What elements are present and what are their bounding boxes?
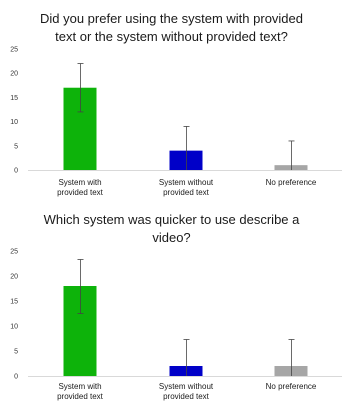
chart-1-ytick-label: 0 [14, 168, 18, 175]
chart-2-bar [274, 366, 308, 376]
chart-1-bar [63, 87, 97, 170]
chart-1-category-label: provided text [163, 188, 210, 197]
chart-2-ytick-label: 5 [14, 349, 18, 356]
chart-1-category-label: No preference [266, 178, 317, 187]
chart-1-title-line-2: text or the system without provided text… [55, 29, 288, 44]
chart-2-ytick-label: 25 [10, 249, 18, 256]
chart-1-title: Did you prefer using the system with pro… [0, 10, 343, 46]
chart-2-category-label: No preference [266, 382, 317, 391]
chart-2-ytick-label: 0 [14, 374, 18, 381]
chart-2-ytick-label: 10 [10, 324, 18, 331]
chart-2-ytick-label: 15 [10, 299, 18, 306]
chart-2-title-line-1: Which system was quicker to use describe… [43, 212, 300, 227]
chart-1-bar [169, 150, 203, 170]
chart-1-bar [274, 165, 308, 170]
chart-1-title-line-1: Did you prefer using the system with pro… [39, 11, 303, 26]
chart-2-category-label: provided text [57, 392, 104, 401]
chart-1-ytick-label: 5 [14, 143, 18, 150]
chart-2-bar [63, 286, 97, 376]
chart-2-category-label: System with [58, 382, 101, 391]
chart-1-category-label: provided text [57, 188, 104, 197]
chart-1-category-label: System with [58, 178, 101, 187]
chart-2-category-label: provided text [163, 392, 210, 401]
chart-1-ytick-label: 10 [10, 119, 18, 126]
chart-2-title: Which system was quicker to use describe… [0, 211, 343, 247]
chart-1-category-label: System without [159, 178, 214, 187]
chart-2-category-label: System without [159, 382, 214, 391]
chart-1-ytick-label: 15 [10, 95, 18, 102]
chart-2-bar [169, 366, 203, 376]
chart-2-ytick-label: 20 [10, 274, 18, 281]
chart-2-title-line-2: video? [152, 230, 191, 245]
chart-1-ytick-label: 25 [10, 47, 18, 54]
chart-1-ytick-label: 20 [10, 71, 18, 78]
